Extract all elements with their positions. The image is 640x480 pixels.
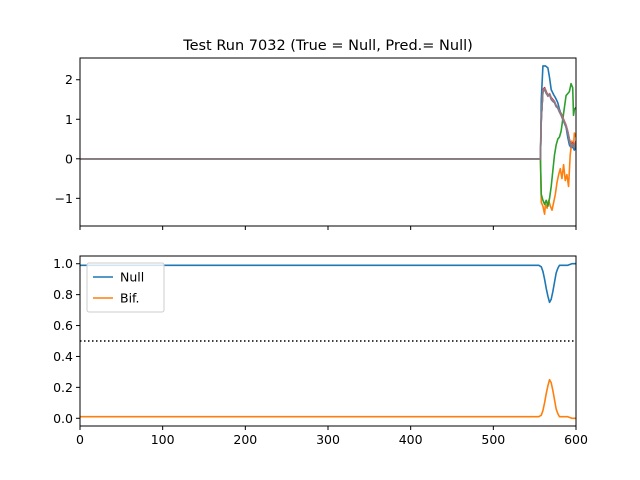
y-tick-label: 1 [65,112,73,127]
x-tick-label: 100 [151,432,175,447]
bottom-axes: 0.0 0.2 0.4 0.6 0.8 1.0 0 100 200 300 400 500 600 Nu… [53,255,588,447]
x-tick-label: 300 [316,432,340,447]
bottom-axes-frame [79,255,577,427]
x-tick-label: 200 [233,432,257,447]
y-tick-label: 0.2 [53,380,73,395]
series-line-bif- [80,378,576,420]
legend-label-bif: Bif. [120,291,140,306]
x-tick-label: 0 [76,432,84,447]
legend-label-null: Null [120,270,144,285]
y-tick-label: 1.0 [53,256,73,271]
series-line-series-orange [80,132,576,215]
series-line-series-red [80,86,576,160]
y-tick-label: 0.6 [53,318,73,333]
y-tick-label: 2 [65,72,73,87]
y-tick-label: 0.0 [53,411,73,426]
chart-title: Test Run 7032 (True = Null, Pred.= Null) [182,38,473,54]
y-tick-label: 0.8 [53,287,73,302]
x-tick-label: 400 [399,432,423,447]
x-tick-label: 600 [564,432,588,447]
y-tick-label: −1 [55,191,73,206]
x-tick-label: 500 [481,432,505,447]
series-line-series-blue [80,65,576,160]
y-tick-label: 0 [65,151,73,166]
series-line-series-gray [80,88,576,160]
top-axes: Test Run 7032 (True = Null, Pred.= Null)… [55,38,577,230]
series-line-series-purple [80,88,576,160]
top-axes-frame [79,57,577,227]
legend: Null Bif. [86,262,165,313]
series-line-series-pink [80,88,576,160]
series-line-series-green [80,82,576,208]
series-line-series-brown [80,87,576,160]
legend-box [86,262,165,313]
series-line-null [80,262,576,304]
y-tick-label: 0.4 [53,349,73,364]
